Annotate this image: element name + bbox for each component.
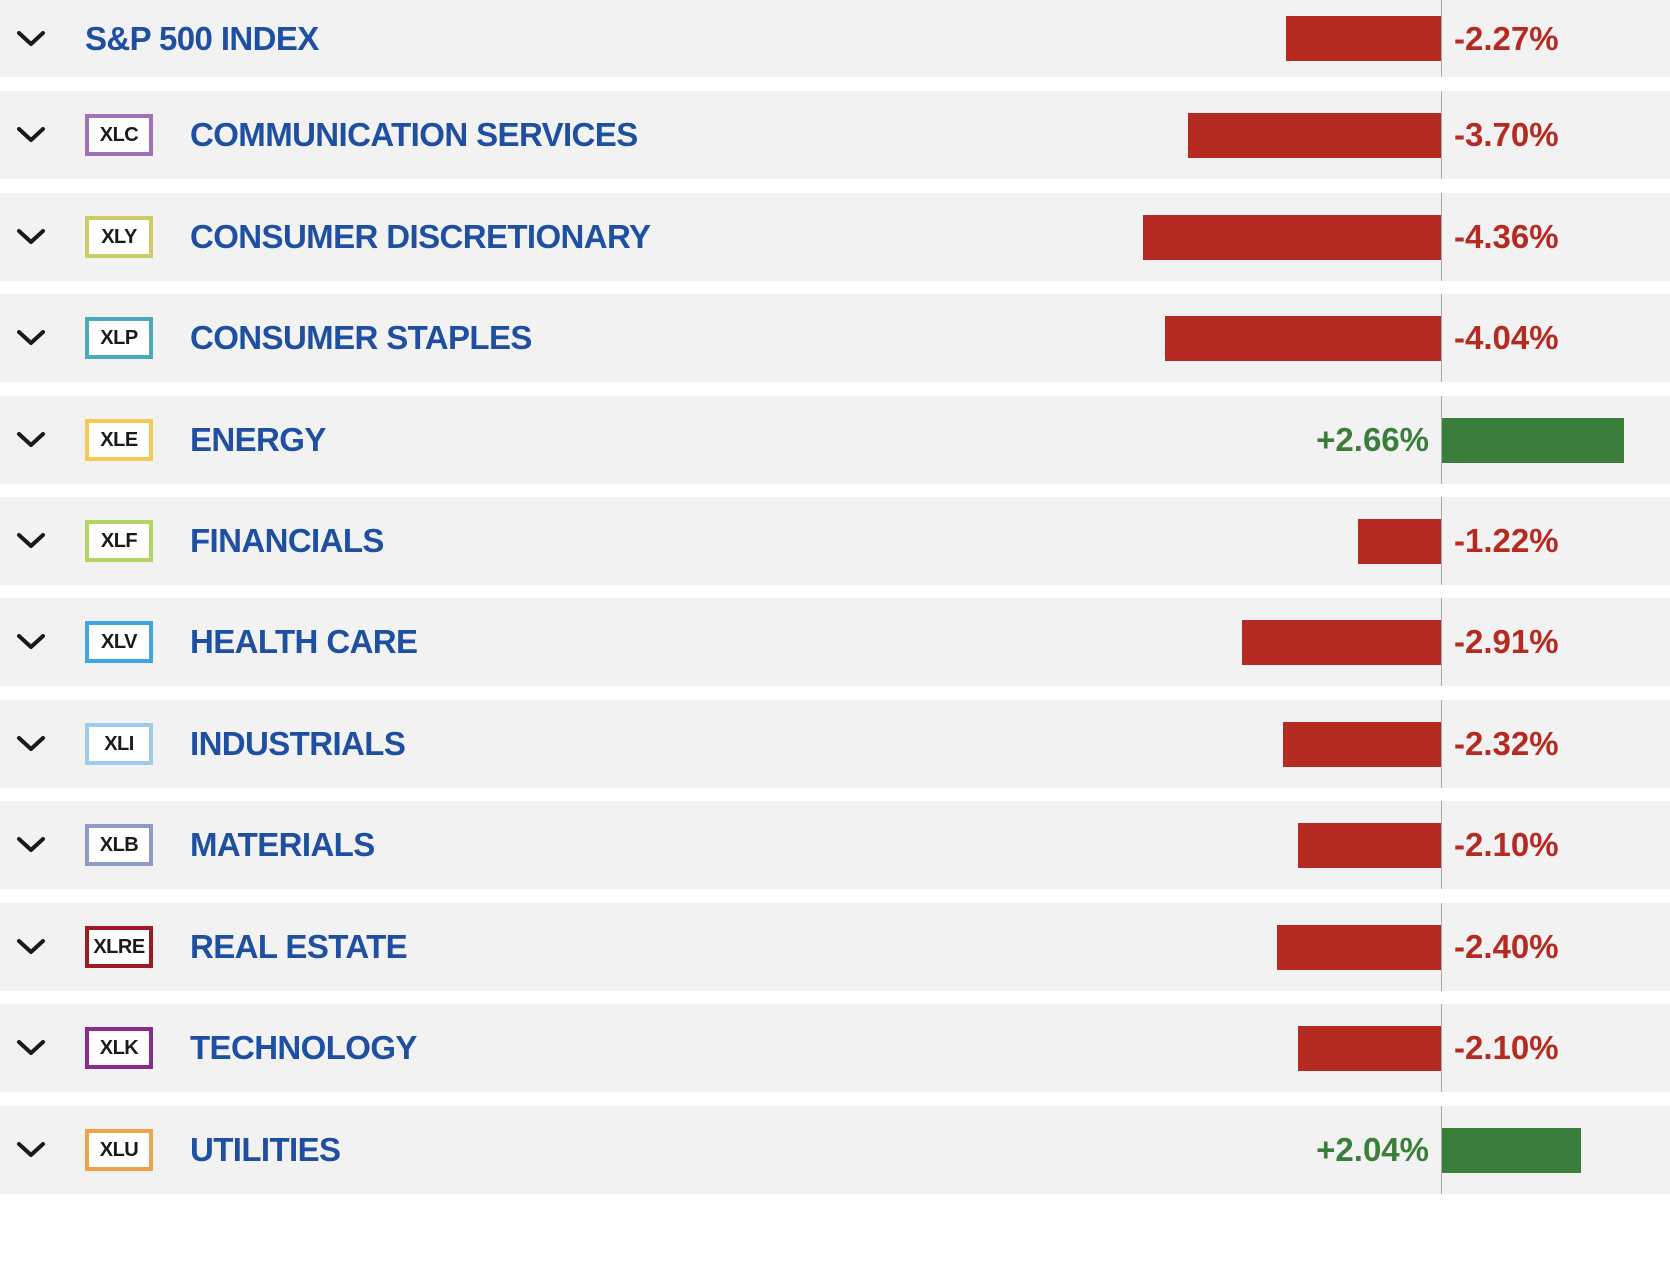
change-percent-label: -1.22% [1454, 522, 1559, 559]
expand-toggle[interactable] [8, 315, 54, 361]
zero-axis-line [1441, 193, 1442, 281]
expand-toggle[interactable] [8, 619, 54, 665]
expand-toggle[interactable] [8, 518, 54, 564]
negative-change-bar [1143, 214, 1441, 260]
positive-change-bar [1442, 417, 1624, 463]
change-percent-label: -2.40% [1454, 928, 1559, 965]
chevron-down-icon [17, 30, 45, 46]
expand-toggle[interactable] [8, 16, 54, 62]
change-percent-label: -2.10% [1454, 826, 1559, 863]
change-percent-label: -4.04% [1454, 319, 1559, 356]
positive-change-bar [1442, 1127, 1582, 1173]
zero-axis-line [1441, 903, 1442, 991]
chevron-down-icon [17, 736, 45, 751]
change-percent-label: -4.36% [1454, 218, 1559, 255]
sector-name[interactable]: ENERGY [190, 421, 326, 458]
chevron-down-icon [17, 330, 45, 345]
sector-name[interactable]: UTILITIES [190, 1131, 341, 1168]
expand-toggle[interactable] [8, 214, 54, 260]
ticker-badge: XLI [85, 723, 153, 765]
sector-name[interactable]: CONSUMER DISCRETIONARY [190, 218, 651, 255]
sector-row-technology[interactable]: XLK TECHNOLOGY -2.10% [0, 1004, 1670, 1092]
sector-name[interactable]: FINANCIALS [190, 522, 384, 559]
sector-row-financials[interactable]: XLF FINANCIALS -1.22% [0, 497, 1670, 585]
change-percent-label: +2.66% [1316, 421, 1429, 458]
zero-axis-line [1441, 497, 1442, 585]
ticker-badge: XLB [85, 824, 153, 866]
ticker-badge: XLC [85, 114, 153, 156]
zero-axis-line [1441, 700, 1442, 788]
negative-change-bar [1297, 1025, 1441, 1071]
negative-change-bar [1242, 619, 1441, 665]
negative-change-bar [1285, 16, 1441, 61]
change-percent-label: -2.32% [1454, 725, 1559, 762]
sector-row-real-estate[interactable]: XLRE REAL ESTATE -2.40% [0, 903, 1670, 991]
sector-row-energy[interactable]: XLE ENERGY +2.66% [0, 396, 1670, 484]
expand-toggle[interactable] [8, 721, 54, 767]
change-percent-label: -2.27% [1454, 19, 1559, 57]
negative-change-bar [1357, 518, 1441, 564]
sector-name[interactable]: S&P 500 INDEX [85, 19, 319, 57]
sector-name[interactable]: CONSUMER STAPLES [190, 319, 532, 356]
chevron-down-icon [17, 1142, 45, 1157]
change-percent-label: -2.10% [1454, 1029, 1559, 1066]
chevron-down-icon [17, 837, 45, 852]
expand-toggle[interactable] [8, 924, 54, 970]
ticker-badge: XLV [85, 621, 153, 663]
zero-axis-line [1441, 91, 1442, 179]
sector-name[interactable]: REAL ESTATE [190, 928, 408, 965]
zero-axis-line [1441, 1106, 1442, 1194]
zero-axis-line [1441, 396, 1442, 484]
zero-axis-line [1441, 598, 1442, 686]
change-percent-label: -2.91% [1454, 623, 1559, 660]
ticker-badge: XLK [85, 1027, 153, 1069]
sector-name[interactable]: TECHNOLOGY [190, 1029, 417, 1066]
chevron-down-icon [17, 939, 45, 954]
expand-toggle[interactable] [8, 417, 54, 463]
zero-axis-line [1441, 801, 1442, 889]
negative-change-bar [1165, 315, 1441, 361]
zero-axis-line [1441, 294, 1442, 382]
sector-name[interactable]: COMMUNICATION SERVICES [190, 116, 638, 153]
negative-change-bar [1282, 721, 1441, 767]
sector-row-communication-services[interactable]: XLC COMMUNICATION SERVICES -3.70% [0, 91, 1670, 179]
ticker-badge: XLE [85, 419, 153, 461]
ticker-badge: XLP [85, 317, 153, 359]
change-percent-label: +2.04% [1316, 1131, 1429, 1168]
negative-change-bar [1188, 112, 1441, 158]
chevron-down-icon [17, 533, 45, 548]
sector-row-health-care[interactable]: XLV HEALTH CARE -2.91% [0, 598, 1670, 686]
sector-name[interactable]: MATERIALS [190, 826, 375, 863]
chevron-down-icon [17, 127, 45, 142]
negative-change-bar [1297, 822, 1441, 868]
chevron-down-icon [17, 229, 45, 244]
ticker-badge: XLF [85, 520, 153, 562]
sector-row-utilities[interactable]: XLU UTILITIES +2.04% [0, 1106, 1670, 1194]
chevron-down-icon [17, 1040, 45, 1055]
negative-change-bar [1277, 924, 1441, 970]
sector-row-materials[interactable]: XLB MATERIALS -2.10% [0, 801, 1670, 889]
ticker-badge: XLRE [85, 926, 153, 968]
sector-row-consumer-discretionary[interactable]: XLY CONSUMER DISCRETIONARY -4.36% [0, 193, 1670, 281]
zero-axis-line [1441, 1004, 1442, 1092]
chevron-down-icon [17, 432, 45, 447]
sector-row-sandp-500-index[interactable]: S&P 500 INDEX -2.27% [0, 0, 1670, 77]
sector-row-consumer-staples[interactable]: XLP CONSUMER STAPLES -4.04% [0, 294, 1670, 382]
ticker-badge: XLU [85, 1129, 153, 1171]
expand-toggle[interactable] [8, 822, 54, 868]
sector-name[interactable]: HEALTH CARE [190, 623, 418, 660]
expand-toggle[interactable] [8, 1127, 54, 1173]
chevron-down-icon [17, 634, 45, 649]
expand-toggle[interactable] [8, 112, 54, 158]
zero-axis-line [1441, 0, 1442, 77]
sector-row-industrials[interactable]: XLI INDUSTRIALS -2.32% [0, 700, 1670, 788]
expand-toggle[interactable] [8, 1025, 54, 1071]
ticker-badge: XLY [85, 216, 153, 258]
sector-name[interactable]: INDUSTRIALS [190, 725, 406, 762]
change-percent-label: -3.70% [1454, 116, 1559, 153]
